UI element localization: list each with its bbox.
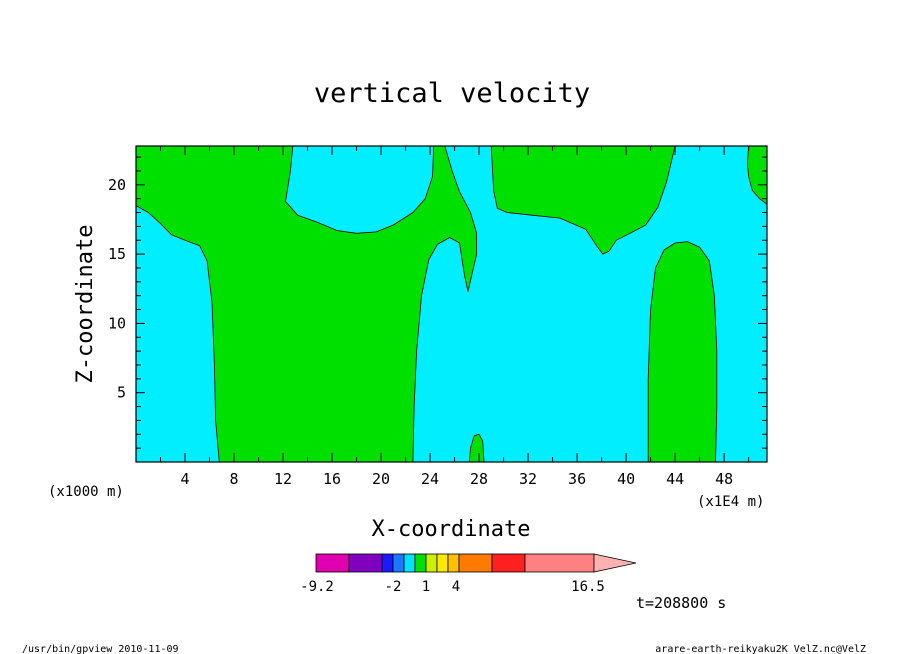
x-tick-label: 28 <box>470 470 488 488</box>
y-tick-label: 5 <box>117 384 126 402</box>
positive-region-1 <box>135 145 478 463</box>
x-tick-label: 8 <box>230 470 239 488</box>
x-tick-label: 12 <box>274 470 292 488</box>
colorbar <box>315 553 637 573</box>
positive-region-4 <box>647 241 718 463</box>
x-tick-label: 48 <box>715 470 733 488</box>
colorbar-segment <box>381 553 394 573</box>
plot-frame <box>135 145 768 463</box>
footer-right: arare-earth-reikyaku2K_VelZ.nc@VelZ <box>655 644 866 654</box>
colorbar-segment <box>315 553 350 573</box>
colorbar-segment <box>414 553 427 573</box>
colorbar-segment <box>403 553 416 573</box>
colorbar-labels: -9.2 -2 1 4 16.5 <box>300 579 605 595</box>
contour-regions <box>135 145 768 463</box>
x-axis-ticks: 4 8 12 16 20 24 28 32 36 40 44 48 <box>160 146 750 488</box>
x-tick-label: 40 <box>617 470 635 488</box>
colorbar-segment <box>491 553 526 573</box>
colorbar-label: 4 <box>452 579 460 595</box>
time-label: t=208800 s <box>636 594 726 612</box>
colorbar-segment <box>524 553 595 573</box>
y-tick-label: 20 <box>108 176 126 194</box>
colorbar-segment <box>392 553 405 573</box>
x-tick-label: 32 <box>519 470 537 488</box>
colorbar-segment <box>436 553 449 573</box>
x-tick-label: 4 <box>180 470 189 488</box>
y-tick-label: 10 <box>108 314 126 332</box>
x-tick-label: 20 <box>372 470 390 488</box>
x-tick-label: 16 <box>323 470 341 488</box>
colorbar-label: -9.2 <box>300 579 334 595</box>
footer-left: /usr/bin/gpview 2010-11-09 <box>22 644 179 654</box>
y-tick-label: 15 <box>108 245 126 263</box>
x-tick-label: 24 <box>421 470 439 488</box>
colorbar-label: 16.5 <box>571 579 605 595</box>
x-axis-label: X-coordinate <box>372 517 531 542</box>
colorbar-extend-arrow <box>593 553 637 573</box>
y-axis-label: Z-coordinate <box>73 225 98 384</box>
colorbar-segment <box>348 553 383 573</box>
y-axis-ticks: 5 10 15 20 <box>108 156 767 449</box>
x-tick-label: 36 <box>568 470 586 488</box>
colorbar-label: 1 <box>422 579 430 595</box>
colorbar-label: -2 <box>385 579 402 595</box>
x-tick-label: 44 <box>666 470 684 488</box>
colorbar-segment <box>447 553 460 573</box>
x-unit-left: (x1000 m) <box>48 484 124 500</box>
colorbar-segment <box>425 553 438 573</box>
positive-region-2 <box>490 145 676 255</box>
chart-title: vertical velocity <box>314 78 590 109</box>
colorbar-segment <box>458 553 493 573</box>
x-unit-right: (x1E4 m) <box>697 494 764 510</box>
